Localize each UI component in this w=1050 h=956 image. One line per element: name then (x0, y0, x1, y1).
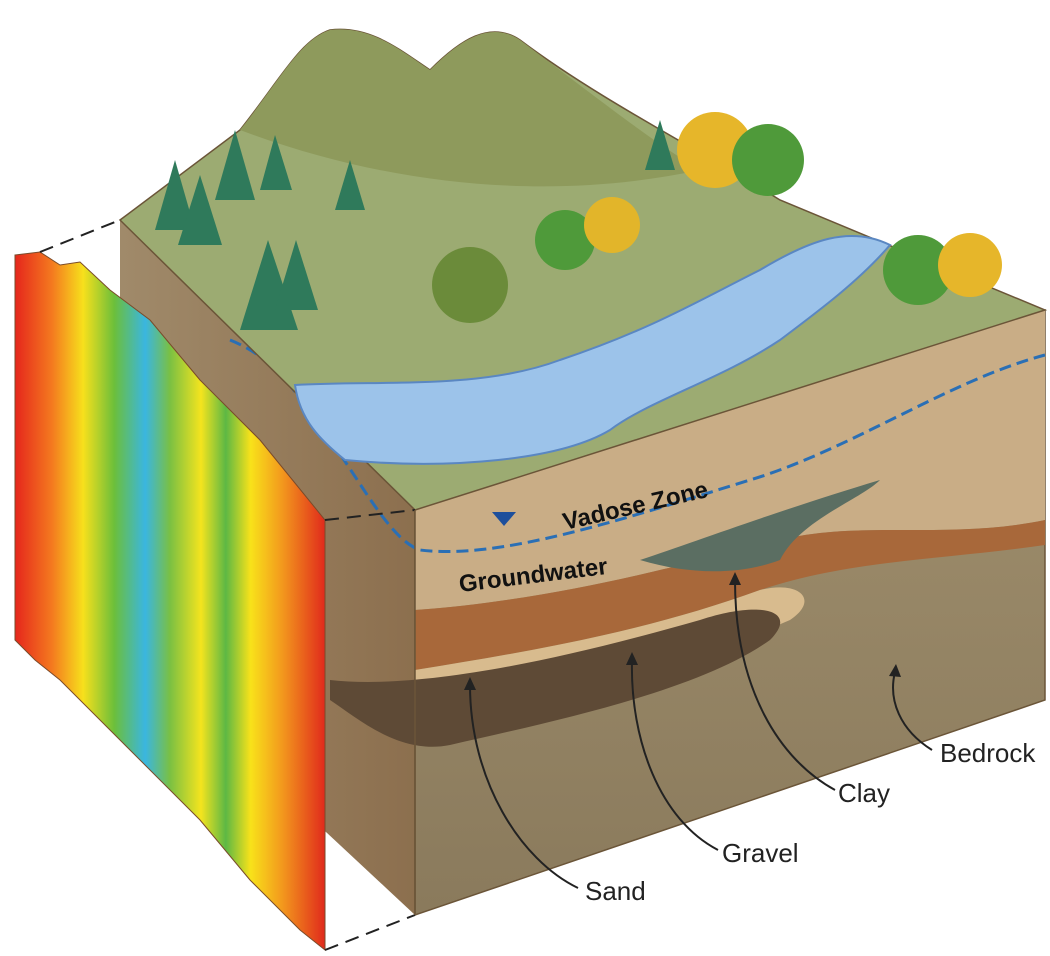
water-table (229, 338, 1046, 554)
brown-layer (415, 520, 1045, 670)
label-gravel: Gravel (722, 838, 799, 868)
label-sand: Sand (585, 876, 646, 906)
vadose-layer (415, 310, 1045, 610)
label-arrows (469, 579, 933, 889)
arrow-heads (464, 572, 901, 690)
clay-lens (640, 480, 880, 572)
label-clay: Clay (838, 778, 890, 808)
mountain (240, 29, 700, 187)
projection-lines (39, 219, 416, 951)
river (293, 234, 892, 465)
label-bedrock: Bedrock (940, 738, 1036, 768)
water-table-symbol (492, 512, 516, 526)
trees (155, 112, 1002, 330)
gravel-layer (330, 609, 781, 747)
